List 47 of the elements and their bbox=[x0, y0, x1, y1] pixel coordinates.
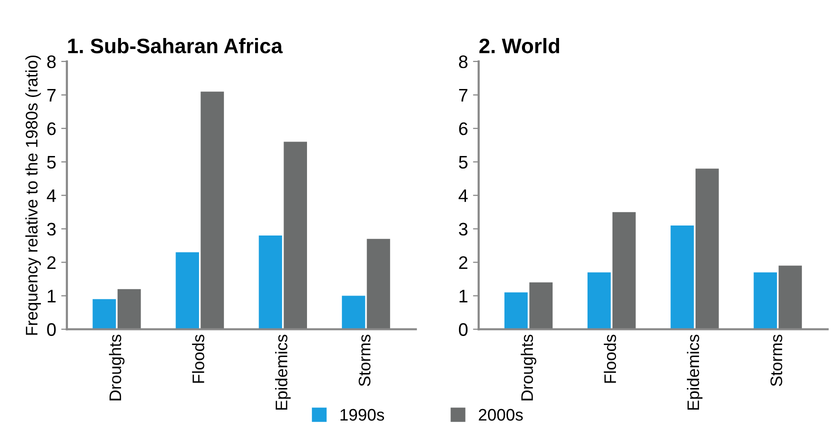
y-tick-label: 7 bbox=[459, 89, 468, 102]
x-tick-label: Storms bbox=[358, 334, 370, 386]
y-tick-label: 6 bbox=[47, 122, 56, 136]
y-tick-label: 5 bbox=[458, 156, 468, 169]
bar bbox=[118, 289, 141, 330]
y-tick-label: 4 bbox=[458, 189, 468, 202]
x-tick-label: Droughts bbox=[520, 334, 536, 400]
y-tick-label: 3 bbox=[47, 222, 56, 236]
y-tick-label: 2 bbox=[47, 256, 56, 269]
bar bbox=[504, 292, 528, 330]
y-tick-label: 8 bbox=[47, 55, 56, 68]
y-tick-label: 0 bbox=[47, 323, 56, 336]
bar bbox=[366, 238, 390, 330]
x-tick-label: Storms bbox=[770, 334, 782, 386]
y-tick-label: 0 bbox=[458, 323, 468, 336]
bar bbox=[258, 236, 282, 330]
bar bbox=[284, 142, 308, 330]
x-tick-label: Droughts bbox=[108, 334, 124, 400]
bar bbox=[200, 92, 224, 330]
y-tick-label: 5 bbox=[47, 156, 56, 169]
y-tick-label: 8 bbox=[458, 55, 468, 68]
bar bbox=[529, 282, 553, 330]
bar bbox=[588, 272, 611, 330]
y-tick-label: 2 bbox=[459, 256, 468, 269]
bar bbox=[696, 168, 719, 330]
bar bbox=[176, 252, 199, 330]
bar bbox=[754, 272, 777, 330]
bar bbox=[778, 266, 802, 330]
bar bbox=[612, 212, 636, 330]
y-tick-label: 1 bbox=[460, 290, 468, 302]
x-tick-label: Floods bbox=[192, 334, 204, 383]
x-tick-label: Epidemics bbox=[686, 334, 702, 410]
y-tick-label: 6 bbox=[459, 122, 468, 136]
bar bbox=[342, 296, 366, 330]
x-tick-label: Epidemics bbox=[275, 334, 291, 410]
bar bbox=[670, 225, 694, 330]
y-tick-label: 1 bbox=[48, 290, 56, 302]
chart-title: 1. Sub-Saharan Africa bbox=[68, 38, 283, 54]
y-tick-label: 3 bbox=[458, 222, 468, 236]
chart-title: 2. World bbox=[479, 38, 560, 54]
y-tick-label: 4 bbox=[46, 189, 56, 202]
legend-label: 2000s bbox=[478, 408, 523, 421]
bar bbox=[92, 299, 116, 330]
y-axis-title: Frequency relative to the 1980s (ratio) bbox=[25, 56, 41, 335]
x-tick-label: Floods bbox=[604, 334, 616, 383]
legend-label: 1990s bbox=[340, 408, 384, 421]
y-tick-label: 7 bbox=[47, 89, 56, 102]
